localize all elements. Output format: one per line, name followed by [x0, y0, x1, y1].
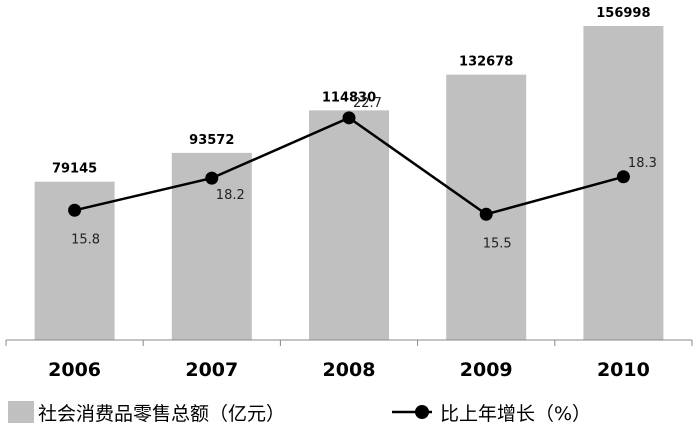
legend-line-label: 比上年增长（%） [440, 403, 591, 425]
x-tick-label-2006: 2006 [48, 359, 101, 381]
bar-value-labels: 79145 93572 114830 132678 156998 [52, 6, 651, 177]
growth-value-label-2007: 18.2 [216, 188, 245, 203]
legend: 社会消费品零售总额（亿元） 比上年增长（%） [8, 401, 591, 425]
growth-value-label-2009: 15.5 [483, 236, 512, 251]
bar-2008 [309, 110, 389, 340]
growth-value-label-2006: 15.8 [71, 232, 100, 247]
legend-bar-label: 社会消费品零售总额（亿元） [38, 403, 285, 425]
growth-point-2009 [479, 207, 493, 221]
growth-point-2006 [68, 203, 82, 217]
bar-value-label-2009: 132678 [459, 55, 513, 70]
x-tick-label-2008: 2008 [323, 359, 376, 381]
x-tick-label-2009: 2009 [460, 359, 513, 381]
x-tick-labels: 2006 2007 2008 2009 2010 [48, 359, 650, 381]
growth-point-2008 [342, 111, 356, 125]
growth-value-labels: 15.8 18.2 22.7 15.5 18.3 [71, 96, 657, 251]
growth-point-2010 [616, 170, 630, 184]
bar-value-label-2010: 156998 [596, 6, 650, 21]
growth-point-2007 [205, 171, 219, 185]
x-tick-label-2010: 2010 [597, 359, 650, 381]
growth-value-label-2010: 18.3 [628, 156, 657, 171]
tick-marks [5, 340, 693, 346]
x-tick-label-2007: 2007 [185, 359, 238, 381]
bars-layer [34, 26, 664, 341]
legend-bar-swatch [8, 401, 34, 423]
growth-line-layer [68, 111, 630, 221]
legend-line-marker [415, 405, 429, 419]
bar-value-label-2008: 114830 [322, 90, 376, 105]
growth-value-label-2008: 22.7 [353, 96, 382, 111]
bar-value-label-2006: 79145 [52, 162, 97, 177]
bar-value-label-2007: 93572 [189, 133, 234, 148]
